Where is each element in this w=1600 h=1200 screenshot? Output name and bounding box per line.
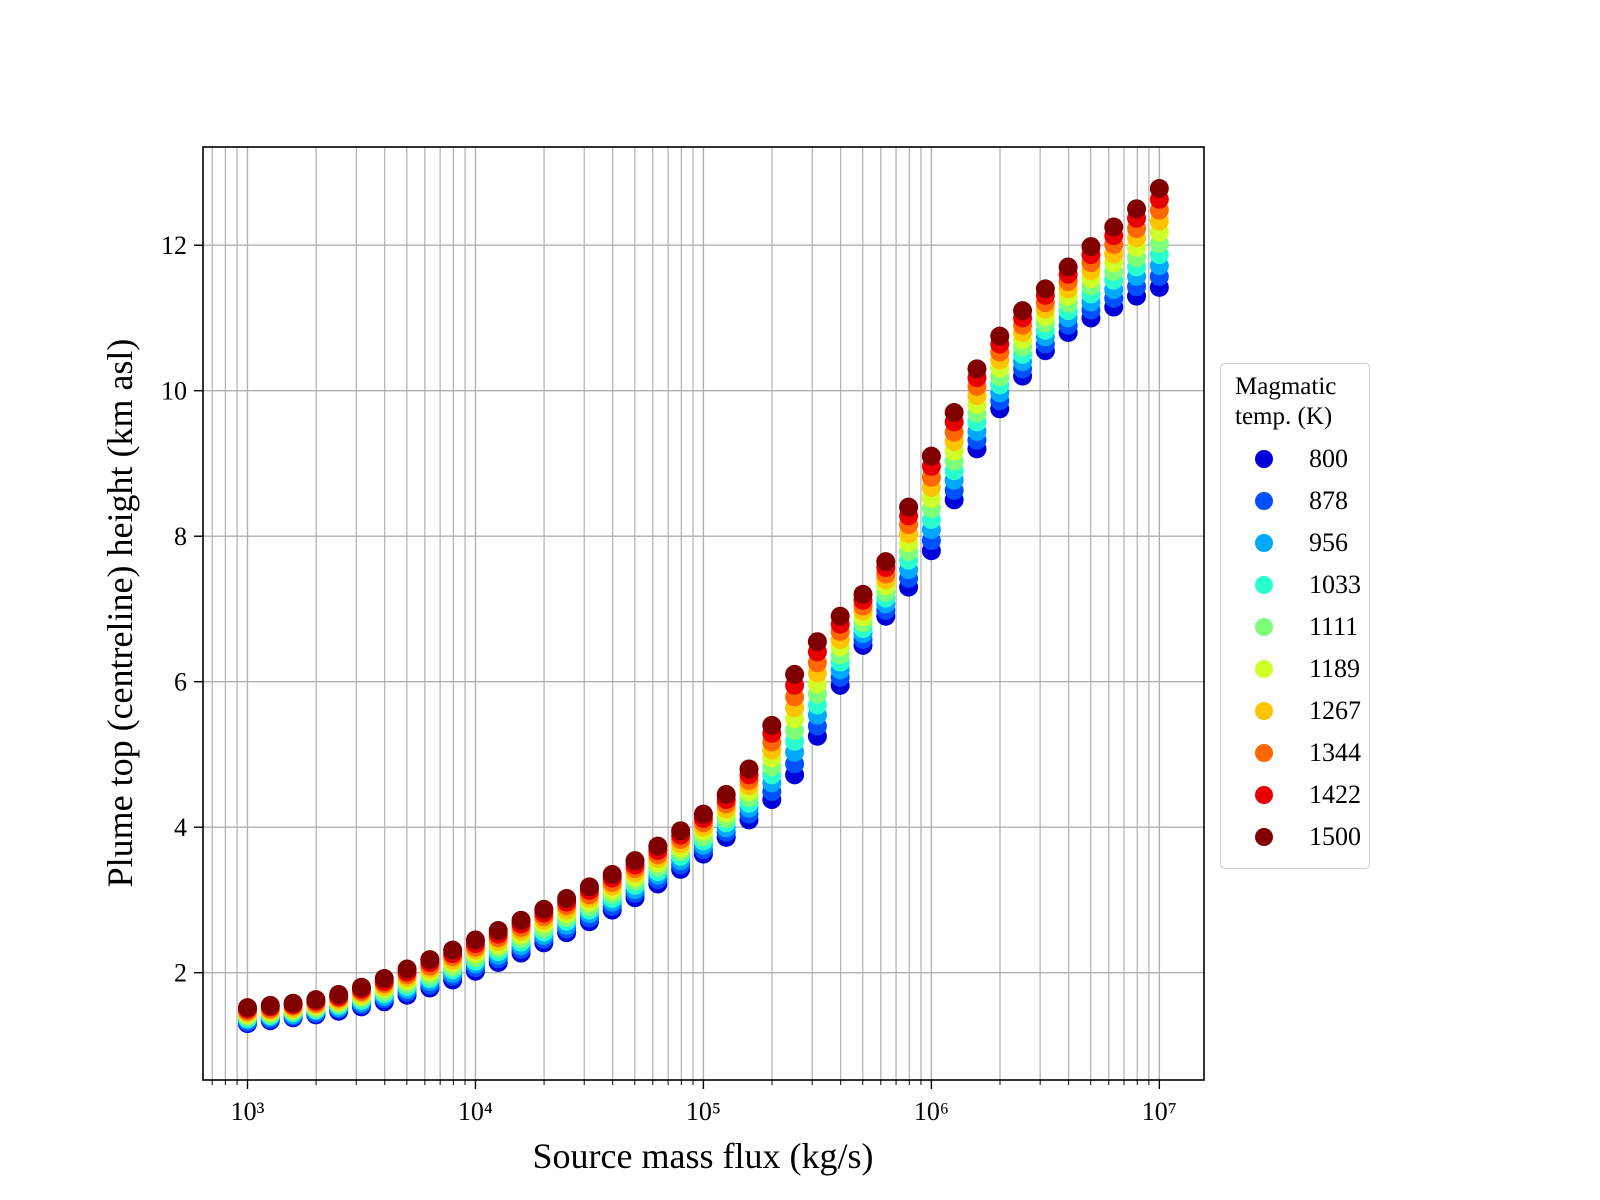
point [1127,199,1147,219]
legend-marker [1255,492,1273,510]
point [557,888,577,908]
y-tick-label: 4 [174,813,187,842]
point [853,584,873,604]
legend-marker [1255,702,1273,720]
point [693,804,713,824]
point [1149,178,1169,198]
axes: 10³ 10⁴ 10⁵ 10⁶ 10⁷ 2 4 6 8 10 12 [161,146,1205,1126]
legend-label: 1500 [1309,822,1361,851]
legend-entry: 1111 [1235,606,1365,648]
x-tick-label: 10⁵ [686,1097,721,1126]
marks [237,178,1169,1034]
legend-marker [1255,618,1273,636]
point [602,864,622,884]
legend-entry: 956 [1235,522,1365,564]
point [283,993,303,1013]
point [648,836,668,856]
point [374,969,394,989]
point [260,995,280,1015]
point [443,940,463,960]
legend-label: 1111 [1309,612,1359,641]
point [625,851,645,871]
point [876,552,896,572]
legend-label: 878 [1309,486,1348,515]
y-tick-label: 12 [161,231,187,260]
point [671,821,691,841]
legend-label: 1344 [1309,738,1361,767]
legend: Magmatic temp. (K) 800 878 956 1033 1111 1189… [1220,363,1370,869]
legend-marker [1255,828,1273,846]
point [807,632,827,652]
x-tick-label: 10⁶ [914,1097,949,1126]
y-tick-label: 8 [174,522,187,551]
x-tick-label: 10⁷ [1142,1097,1177,1126]
legend-entry: 1344 [1235,732,1365,774]
point [488,921,508,941]
y-axis-label: Plume top (centreline) height (km asl) [100,339,140,888]
y-tick-label: 10 [161,377,187,406]
legend-marker [1255,450,1273,468]
x-tick-label: 10³ [231,1097,265,1126]
x-axis-label: Source mass flux (kg/s) [533,1136,874,1176]
legend-label: 956 [1309,528,1348,557]
legend-entry: 1189 [1235,648,1365,690]
legend-marker [1255,660,1273,678]
point [511,910,531,930]
point [397,959,417,979]
legend-marker [1255,744,1273,762]
legend-entry: 1033 [1235,564,1365,606]
plot-frame [202,146,1205,1081]
point [739,759,759,779]
legend-label: 1422 [1309,780,1361,809]
legend-entry: 878 [1235,480,1365,522]
point [1081,237,1101,257]
point [1013,301,1033,321]
point [785,664,805,684]
point [1104,217,1124,237]
point [716,784,736,804]
point [899,497,919,517]
point [534,899,554,919]
legend-entry: 1422 [1235,774,1365,816]
legend-marker [1255,534,1273,552]
legend-label: 1189 [1309,654,1361,683]
legend-entry: 1267 [1235,690,1365,732]
legend-entry: 1500 [1235,816,1365,858]
point [306,990,326,1010]
point [351,977,371,997]
legend-marker [1255,576,1273,594]
point [1058,257,1078,277]
legend-marker [1255,786,1273,804]
point [967,359,987,379]
point [1035,279,1055,299]
point [237,998,257,1018]
point [329,985,349,1005]
point [762,715,782,735]
grid [203,147,1204,1080]
legend-label: 1033 [1309,570,1361,599]
point [990,326,1010,346]
point [465,930,485,950]
x-tick-label: 10⁴ [458,1097,493,1126]
y-tick-label: 2 [174,959,187,988]
point [944,403,964,423]
legend-label: 800 [1309,444,1348,473]
legend-label: 1267 [1309,696,1361,725]
point [420,950,440,970]
legend-entry: 800 [1235,438,1365,480]
point [921,446,941,466]
point [830,606,850,626]
legend-title: Magmatic temp. (K) [1235,373,1337,430]
point [579,877,599,897]
y-tick-label: 6 [174,668,187,697]
